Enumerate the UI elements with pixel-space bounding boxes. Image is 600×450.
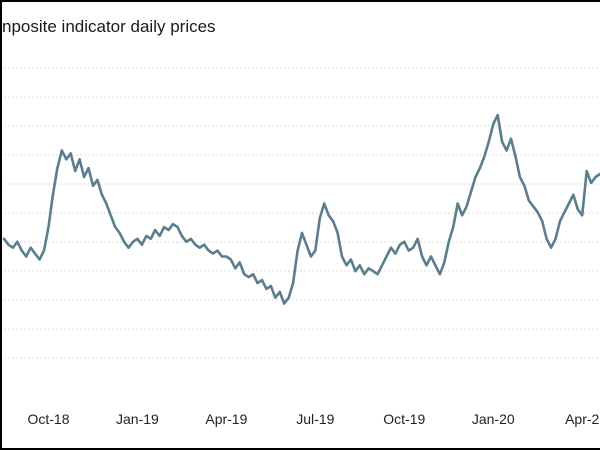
- series-layer: [2, 113, 600, 305]
- x-tick-label: Jan-20: [472, 411, 515, 427]
- grid-lines: [4, 67, 600, 359]
- x-tick-label: Apr-19: [205, 411, 247, 427]
- chart-title: nposite indicator daily prices: [2, 17, 216, 36]
- series-line-0: [2, 113, 600, 305]
- x-tick-label: Jul-19: [296, 411, 334, 427]
- x-tick-label: Apr-2: [565, 411, 599, 427]
- x-tick-label: Oct-19: [383, 411, 425, 427]
- x-axis-tick-labels: Oct-18 Jan-19 Apr-19 Jul-19 Oct-19 Jan-20 Apr-…: [27, 411, 599, 427]
- x-tick-label: Jan-19: [116, 411, 159, 427]
- x-tick-label: Oct-18: [27, 411, 69, 427]
